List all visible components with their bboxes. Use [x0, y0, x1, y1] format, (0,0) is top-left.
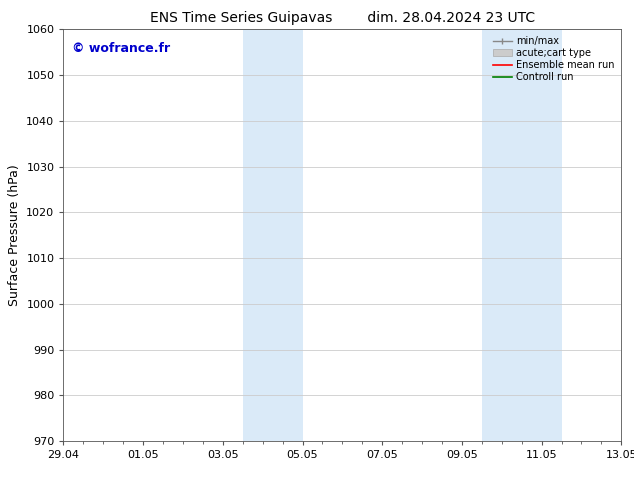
Title: ENS Time Series Guipavas        dim. 28.04.2024 23 UTC: ENS Time Series Guipavas dim. 28.04.2024…: [150, 11, 535, 25]
Bar: [482, 29, 562, 441]
Legend: min/max, acute;cart type, Ensemble mean run, Controll run: min/max, acute;cart type, Ensemble mean …: [491, 34, 616, 84]
Y-axis label: Surface Pressure (hPa): Surface Pressure (hPa): [8, 164, 21, 306]
Bar: [243, 29, 302, 441]
Text: © wofrance.fr: © wofrance.fr: [72, 42, 170, 55]
